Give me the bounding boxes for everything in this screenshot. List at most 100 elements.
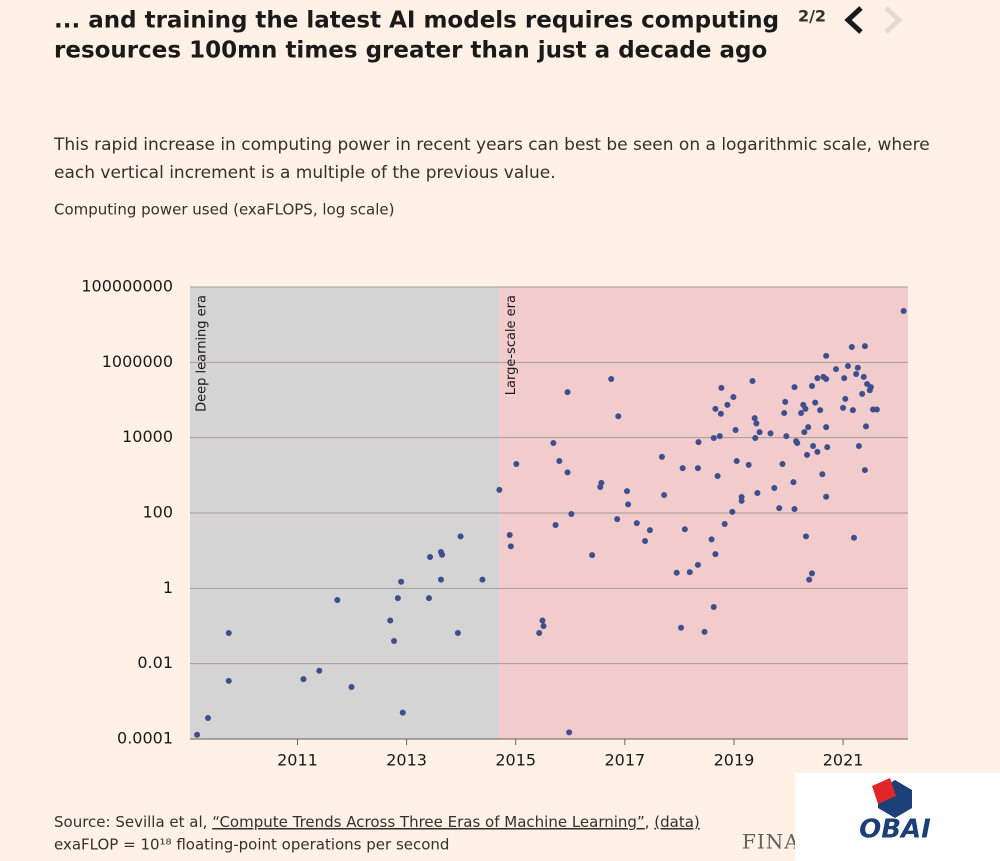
point	[701, 628, 708, 635]
y-tick-label: 100000000	[81, 277, 173, 296]
point	[814, 448, 821, 455]
y-tick-label: 0.0001	[117, 729, 173, 748]
point	[642, 538, 649, 545]
point	[550, 440, 557, 447]
point	[686, 569, 693, 576]
point	[552, 522, 559, 529]
point	[798, 410, 805, 417]
point	[812, 399, 819, 406]
point	[540, 623, 547, 629]
point	[805, 424, 812, 431]
point	[756, 429, 763, 436]
point	[776, 505, 783, 512]
point	[536, 630, 543, 637]
point	[819, 471, 826, 478]
point	[568, 511, 575, 518]
point	[724, 401, 731, 408]
y-tick-label: 1	[163, 578, 173, 597]
point	[566, 729, 573, 736]
point	[855, 443, 862, 450]
point	[861, 467, 868, 474]
point	[437, 576, 444, 583]
point	[625, 501, 632, 508]
point	[900, 308, 907, 315]
title-line: ... and training the latest AI models re…	[54, 8, 779, 34]
point	[694, 561, 701, 568]
data-link[interactable]: (data)	[654, 813, 700, 831]
point	[860, 373, 867, 380]
point	[801, 429, 808, 436]
point	[781, 410, 788, 417]
y-tick-label: 100	[142, 503, 173, 522]
source-link[interactable]: “Compute Trends Across Three Eras of Mac…	[212, 813, 645, 831]
watermark-icon	[872, 778, 896, 804]
point	[790, 479, 797, 486]
era-label: Large-scale era	[504, 295, 519, 395]
point	[615, 413, 622, 420]
point	[387, 617, 394, 624]
point	[708, 536, 715, 543]
description-line: each vertical increment is a multiple of…	[54, 163, 556, 183]
point	[679, 465, 686, 472]
point	[678, 624, 685, 631]
point	[205, 715, 212, 722]
title-line: resources 100mn times greater than just …	[54, 38, 767, 64]
description-line: This rapid increase in computing power i…	[53, 135, 930, 155]
point	[745, 461, 752, 468]
point	[681, 526, 688, 533]
point	[496, 486, 503, 493]
x-tick-label: 2015	[495, 751, 536, 770]
point	[556, 458, 563, 465]
point	[749, 377, 756, 384]
point	[751, 415, 758, 422]
point	[794, 440, 801, 447]
point	[842, 395, 849, 402]
point	[394, 595, 401, 602]
point	[808, 570, 815, 577]
y-tick-label: 0.01	[137, 653, 173, 672]
point	[334, 597, 341, 604]
point	[712, 405, 719, 412]
point	[791, 384, 798, 391]
era-label: Deep learning era	[195, 295, 210, 412]
y-tick-label: 1000000	[102, 352, 173, 371]
point	[867, 384, 874, 391]
point	[454, 630, 461, 637]
point	[710, 603, 717, 610]
y-tick-label: 10000	[122, 427, 173, 446]
prev-button[interactable]	[844, 6, 863, 34]
point	[848, 344, 855, 351]
source: Source: Sevilla et al, “Compute Trends A…	[54, 813, 700, 831]
point	[844, 362, 851, 369]
x-tick-label: 2011	[277, 751, 318, 770]
point	[425, 595, 432, 602]
point	[752, 434, 759, 441]
point	[661, 492, 668, 499]
point	[717, 410, 724, 417]
x-tick-label: 2013	[386, 751, 427, 770]
point	[427, 553, 434, 560]
point	[850, 534, 857, 541]
next-button[interactable]	[884, 6, 903, 34]
point	[873, 406, 880, 413]
point	[823, 424, 830, 431]
source-prefix: Source: Sevilla et al,	[54, 813, 212, 831]
point	[673, 569, 680, 576]
point	[608, 376, 615, 383]
point	[646, 527, 653, 534]
point	[862, 423, 869, 430]
point	[767, 430, 774, 437]
point	[840, 404, 847, 411]
point	[771, 485, 778, 492]
point	[716, 433, 723, 440]
point	[810, 443, 817, 450]
point	[694, 465, 701, 472]
point	[832, 366, 839, 373]
point	[479, 576, 486, 583]
source-sep: ,	[645, 813, 655, 831]
point	[598, 479, 605, 486]
point	[399, 709, 406, 716]
x-tick-label: 2019	[714, 751, 755, 770]
point	[823, 493, 830, 500]
